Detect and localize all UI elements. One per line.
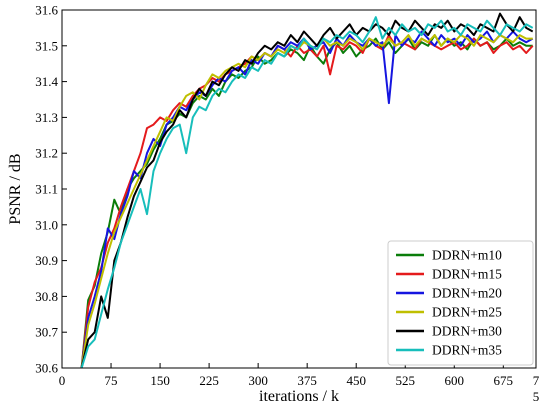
x-tick-label: 300	[248, 373, 268, 388]
x-tick-label: 75	[105, 373, 118, 388]
x-tick-label: 600	[445, 373, 465, 388]
series-line-1	[80, 34, 533, 368]
legend-entry-label: DDRN+m10	[432, 248, 502, 263]
y-tick-label: 31.5	[35, 38, 58, 53]
x-tick-label: 450	[346, 373, 366, 388]
x-tick-label: 525	[395, 373, 415, 388]
x-tick-label: 375	[297, 373, 317, 388]
legend-entry-label: DDRN+m15	[432, 267, 502, 282]
y-tick-label: 30.9	[35, 253, 58, 268]
x-tick-label: 675	[494, 373, 514, 388]
y-tick-label: 31.3	[35, 110, 58, 125]
series-line-4	[80, 34, 533, 368]
axes-layer: 0 75 150 225 300 375 450 525 600 675 7 5 30.6 30.7 30.…	[35, 3, 540, 405]
y-axis-label: PSNR / dB	[7, 153, 24, 224]
y-tick-label: 31.1	[35, 182, 58, 197]
series-layer	[80, 12, 534, 368]
y-tick-label: 30.7	[35, 325, 58, 340]
legend-entry-label: DDRN+m20	[432, 286, 502, 301]
y-tick-label: 31.2	[35, 146, 58, 161]
series-line-6	[80, 16, 534, 368]
series-line-2	[80, 34, 534, 368]
y-tick-label: 31.4	[35, 74, 58, 89]
legend-box	[387, 240, 534, 366]
x-tick-label: 0	[59, 373, 66, 388]
legend-entry-label: DDRN+m35	[432, 343, 502, 358]
series-line-5	[80, 12, 534, 368]
y-tick-label: 31.6	[35, 3, 58, 18]
y-tick-label: 31.0	[35, 217, 58, 232]
y-tick-label: 30.6	[35, 361, 58, 376]
x-tick-label: 225	[199, 373, 219, 388]
x-axis-label: iterations / k	[259, 388, 339, 405]
x-tick-label: 150	[150, 373, 170, 388]
legend: DDRN+m10 DDRN+m15 DDRN+m20 DDRN+m25 DDRN+m30…	[387, 240, 534, 366]
legend-entry-label: DDRN+m30	[432, 324, 502, 339]
y-tick-label: 30.8	[35, 289, 58, 304]
legend-entry-label: DDRN+m25	[432, 305, 502, 320]
